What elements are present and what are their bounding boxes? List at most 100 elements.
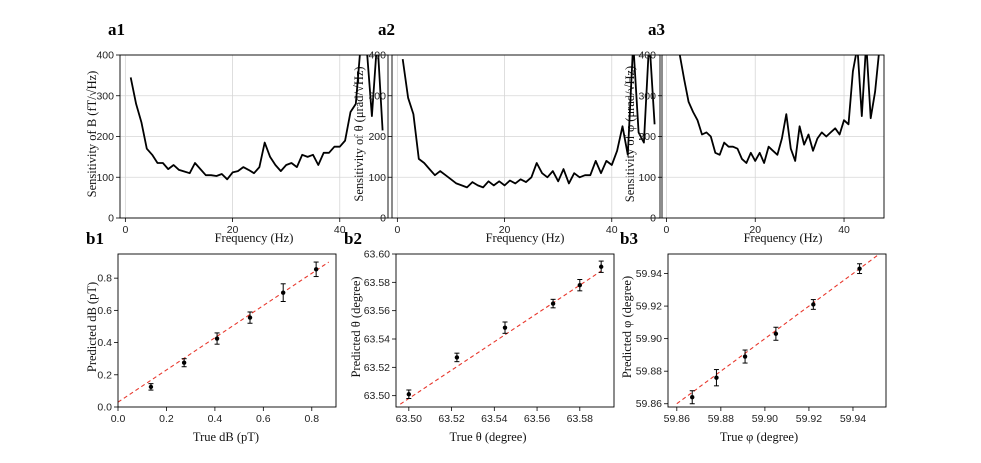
panel-label-b2: b2 bbox=[344, 229, 362, 248]
x-tick-label: 0.8 bbox=[304, 413, 319, 425]
x-tick-label: 40 bbox=[838, 224, 850, 236]
y-tick-label: 300 bbox=[638, 90, 656, 102]
y-tick-label: 63.54 bbox=[364, 334, 390, 346]
x-tick-label: 0 bbox=[664, 224, 670, 236]
y-tick-label: 100 bbox=[368, 172, 386, 184]
x-tick-label: 63.54 bbox=[481, 413, 507, 425]
y-axis-title-a3: Sensitivity of φ (μrad/√Hz) bbox=[623, 66, 637, 202]
y-tick-label: 63.60 bbox=[364, 249, 390, 261]
y-tick-label: 0.6 bbox=[97, 305, 112, 317]
data-point bbox=[454, 355, 460, 360]
x-tick-label: 0.0 bbox=[111, 413, 126, 425]
x-axis-title-b1: True dB (pT) bbox=[193, 430, 259, 444]
data-point bbox=[714, 375, 719, 380]
panel-label-b3: b3 bbox=[620, 229, 638, 248]
y-axis-title-b2: Predicted θ (degree) bbox=[349, 276, 363, 377]
y-axis-title-b3: Predicted φ (degree) bbox=[620, 276, 634, 378]
data-point bbox=[214, 336, 220, 341]
x-tick-label: 0.6 bbox=[256, 413, 271, 425]
axes-frame bbox=[395, 253, 615, 408]
x-tick-label: 0 bbox=[394, 224, 400, 236]
y-tick-label: 0 bbox=[108, 213, 114, 225]
data-point bbox=[550, 301, 556, 306]
y-tick-label: 200 bbox=[368, 131, 386, 143]
x-tick-label: 63.50 bbox=[396, 413, 422, 425]
x-tick-label: 63.52 bbox=[438, 413, 464, 425]
x-tick-label: 59.88 bbox=[708, 413, 734, 425]
plot-b3: 59.86 59.88 59.90 59.92 59.94 59.86 59.88 59.90… bbox=[636, 253, 887, 425]
y-tick-label: 400 bbox=[638, 50, 656, 62]
data-point bbox=[247, 315, 253, 320]
y-tick-label: 59.92 bbox=[636, 301, 662, 313]
x-tick-label: 40 bbox=[334, 224, 346, 236]
fit-line bbox=[399, 270, 602, 405]
panel-label-a2: a2 bbox=[378, 20, 395, 39]
y-tick-label: 63.56 bbox=[364, 305, 390, 317]
x-axis-title-b2: True θ (degree) bbox=[449, 430, 526, 444]
data-point bbox=[280, 290, 286, 295]
y-tick-label: 0.2 bbox=[97, 369, 112, 381]
fit-line bbox=[118, 261, 330, 403]
y-axis-title-a2: Sensitivity of θ (μrad/√Hz) bbox=[352, 66, 366, 201]
data-point bbox=[148, 384, 154, 390]
y-tick-label: 59.94 bbox=[636, 268, 662, 280]
data-point bbox=[598, 264, 604, 269]
series-line bbox=[678, 55, 880, 164]
x-tick-label: 0.4 bbox=[208, 413, 223, 425]
data-point bbox=[313, 267, 319, 272]
axes-frame bbox=[117, 253, 337, 408]
x-tick-label: 63.58 bbox=[567, 413, 593, 425]
data-point bbox=[406, 392, 412, 397]
x-tick-label: 40 bbox=[606, 224, 618, 236]
x-tick-label: 20 bbox=[499, 224, 511, 236]
y-tick-label: 200 bbox=[96, 131, 114, 143]
plot-b2: 63.50 63.52 63.54 63.56 63.58 63.50 63.52 63.54… bbox=[364, 249, 615, 425]
y-tick-label: 100 bbox=[96, 172, 114, 184]
y-tick-label: 300 bbox=[368, 90, 386, 102]
y-tick-label: 400 bbox=[96, 50, 114, 62]
y-tick-label: 63.58 bbox=[364, 277, 390, 289]
y-tick-label: 59.86 bbox=[636, 398, 662, 410]
x-axis-title-a2: Frequency (Hz) bbox=[486, 231, 565, 245]
fit-line bbox=[676, 254, 881, 405]
data-point bbox=[857, 266, 862, 271]
y-tick-label: 0 bbox=[650, 213, 656, 225]
series-line bbox=[129, 55, 384, 181]
y-tick-label: 0 bbox=[380, 213, 386, 225]
y-tick-label: 63.50 bbox=[364, 390, 390, 402]
x-axis-title-b3: True φ (degree) bbox=[720, 430, 798, 444]
x-tick-label: 63.56 bbox=[524, 413, 550, 425]
data-point bbox=[502, 325, 508, 330]
x-tick-label: 59.90 bbox=[752, 413, 778, 425]
panel-label-a1: a1 bbox=[108, 20, 125, 39]
panel-label-b1: b1 bbox=[86, 229, 104, 248]
data-point bbox=[742, 354, 748, 359]
y-tick-label: 59.90 bbox=[636, 333, 662, 345]
data-point bbox=[577, 282, 583, 288]
axes-frame bbox=[667, 253, 887, 408]
data-point bbox=[181, 360, 187, 365]
y-tick-label: 200 bbox=[638, 131, 656, 143]
y-tick-label: 63.52 bbox=[364, 362, 390, 374]
y-tick-label: 0.8 bbox=[97, 273, 112, 285]
plot-b1: 0.0 0.2 0.4 0.6 0.8 0.0 0.2 0.4 0.6 0.8 bbox=[97, 253, 337, 425]
data-point bbox=[773, 331, 779, 336]
series-line bbox=[401, 55, 656, 189]
x-tick-label: 59.94 bbox=[840, 413, 866, 425]
x-axis-title-a3: Frequency (Hz) bbox=[744, 231, 823, 245]
y-tick-label: 0.4 bbox=[97, 337, 112, 349]
x-tick-label: 59.92 bbox=[796, 413, 822, 425]
x-tick-label: 20 bbox=[227, 224, 239, 236]
x-tick-label: 0 bbox=[122, 224, 128, 236]
y-tick-label: 300 bbox=[96, 90, 114, 102]
y-tick-label: 400 bbox=[368, 50, 386, 62]
data-point bbox=[811, 302, 816, 307]
y-tick-label: 0.0 bbox=[97, 402, 112, 414]
panel-label-a3: a3 bbox=[648, 20, 665, 39]
x-tick-label: 59.86 bbox=[664, 413, 690, 425]
data-point bbox=[690, 395, 695, 400]
x-tick-label: 20 bbox=[749, 224, 761, 236]
